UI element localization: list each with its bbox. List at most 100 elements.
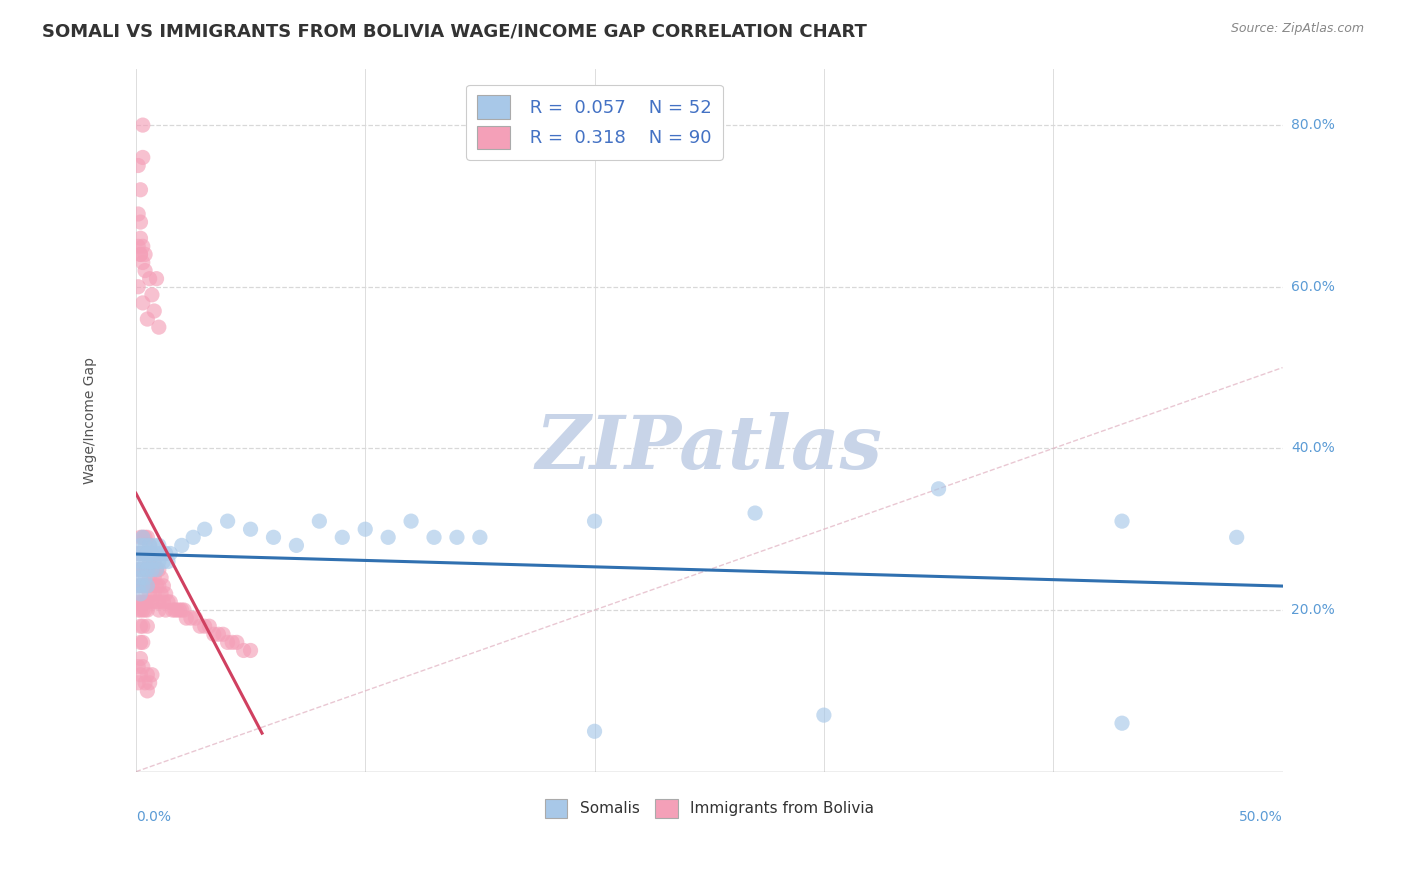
Point	[150, 546, 173, 560]
Text: Source: ZipAtlas.com: Source: ZipAtlas.com	[1230, 22, 1364, 36]
Point	[1226, 530, 1249, 544]
Point	[132, 150, 155, 164]
Point	[170, 603, 193, 617]
Point	[129, 555, 152, 569]
Point	[136, 530, 159, 544]
Point	[194, 619, 217, 633]
Text: SOMALI VS IMMIGRANTS FROM BOLIVIA WAGE/INCOME GAP CORRELATION CHART: SOMALI VS IMMIGRANTS FROM BOLIVIA WAGE/I…	[42, 22, 868, 40]
Point	[129, 619, 152, 633]
Point	[129, 651, 152, 665]
Point	[1111, 514, 1133, 528]
Point	[217, 514, 239, 528]
Point	[129, 247, 152, 261]
Point	[138, 538, 160, 552]
Point	[377, 530, 399, 544]
Point	[129, 530, 152, 544]
Point	[150, 587, 173, 601]
Point	[141, 667, 163, 681]
Point	[132, 563, 155, 577]
Point	[129, 635, 152, 649]
Point	[170, 538, 193, 552]
Point	[129, 571, 152, 585]
Point	[132, 530, 155, 544]
Point	[136, 619, 159, 633]
Point	[129, 563, 152, 577]
Point	[132, 563, 155, 577]
Point	[148, 555, 170, 569]
Point	[148, 595, 170, 609]
Text: Wage/Income Gap: Wage/Income Gap	[83, 357, 97, 483]
Point	[134, 579, 156, 593]
Point	[136, 312, 159, 326]
Point	[136, 546, 159, 560]
Point	[136, 563, 159, 577]
Point	[163, 603, 186, 617]
Point	[285, 538, 308, 552]
Point	[148, 538, 170, 552]
Point	[129, 538, 152, 552]
Point	[134, 555, 156, 569]
Point	[138, 271, 160, 285]
Point	[129, 579, 152, 593]
Point	[129, 247, 152, 261]
Legend: Somalis, Immigrants from Bolivia: Somalis, Immigrants from Bolivia	[538, 793, 880, 824]
Point	[138, 675, 160, 690]
Point	[194, 522, 217, 536]
Point	[129, 667, 152, 681]
Point	[217, 635, 239, 649]
Text: 60.0%: 60.0%	[1291, 280, 1334, 293]
Point	[188, 619, 211, 633]
Point	[132, 546, 155, 560]
Point	[132, 296, 155, 310]
Point	[127, 546, 149, 560]
Point	[136, 667, 159, 681]
Point	[132, 659, 155, 673]
Point	[141, 595, 163, 609]
Point	[446, 530, 468, 544]
Point	[132, 579, 155, 593]
Point	[127, 159, 149, 173]
Point	[173, 603, 195, 617]
Point	[127, 659, 149, 673]
Point	[468, 530, 491, 544]
Text: 20.0%: 20.0%	[1291, 603, 1334, 617]
Point	[308, 514, 330, 528]
Point	[136, 603, 159, 617]
Point	[138, 587, 160, 601]
Point	[132, 530, 155, 544]
Point	[132, 239, 155, 253]
Text: 40.0%: 40.0%	[1291, 442, 1334, 456]
Point	[232, 643, 254, 657]
Point	[127, 279, 149, 293]
Point	[928, 482, 950, 496]
Point	[1111, 716, 1133, 731]
Point	[132, 635, 155, 649]
Point	[145, 563, 167, 577]
Point	[207, 627, 229, 641]
Point	[132, 603, 155, 617]
Point	[155, 603, 177, 617]
Point	[136, 546, 159, 560]
Point	[129, 595, 152, 609]
Point	[136, 563, 159, 577]
Point	[129, 546, 152, 560]
Point	[138, 571, 160, 585]
Point	[225, 635, 247, 649]
Point	[399, 514, 422, 528]
Point	[136, 684, 159, 698]
Point	[132, 579, 155, 593]
Point	[145, 271, 167, 285]
Point	[134, 247, 156, 261]
Point	[202, 627, 225, 641]
Point	[152, 595, 174, 609]
Point	[141, 546, 163, 560]
Point	[239, 643, 262, 657]
Point	[180, 611, 202, 625]
Point	[354, 522, 377, 536]
Point	[132, 255, 155, 269]
Point	[134, 263, 156, 277]
Point	[134, 538, 156, 552]
Point	[127, 603, 149, 617]
Text: 80.0%: 80.0%	[1291, 118, 1334, 132]
Point	[159, 595, 181, 609]
